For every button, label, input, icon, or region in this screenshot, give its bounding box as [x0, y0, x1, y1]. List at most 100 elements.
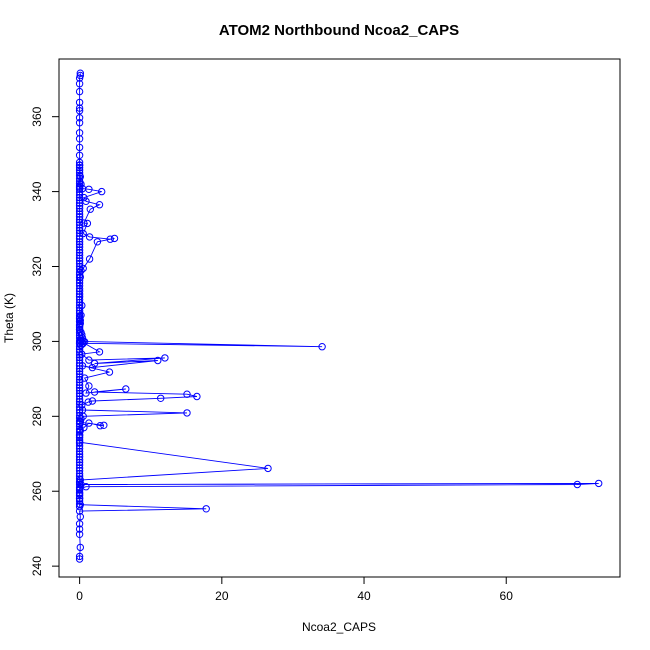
data-point [75, 378, 84, 386]
data-point [161, 354, 169, 362]
data-point [75, 304, 84, 312]
x-tick-label: 60 [500, 589, 514, 603]
data-point [106, 235, 114, 243]
data-point [79, 229, 87, 238]
data-point [76, 418, 85, 426]
data-point [76, 513, 85, 521]
data-point [77, 337, 85, 346]
data-point [90, 359, 99, 368]
data-point [86, 205, 95, 213]
data-point [75, 104, 84, 112]
data-point [183, 409, 191, 417]
data-point [75, 240, 84, 249]
data-point [75, 373, 84, 381]
data-point [75, 107, 84, 115]
data-point [95, 201, 104, 209]
data-point [75, 466, 84, 475]
data-point [88, 363, 97, 372]
data-point [76, 316, 85, 325]
data-point [85, 185, 93, 194]
data-point [75, 243, 84, 251]
data-point [202, 505, 210, 513]
data-point [90, 388, 99, 396]
x-tick-label: 0 [76, 589, 83, 603]
data-point [76, 426, 85, 435]
data-point [75, 276, 84, 285]
data-point [75, 290, 84, 298]
data-point [75, 98, 84, 107]
data-point [75, 386, 84, 395]
data-point [75, 204, 84, 213]
data-point [75, 348, 84, 356]
y-tick-label: 320 [30, 256, 44, 276]
data-point [76, 69, 85, 77]
data-point [82, 197, 90, 206]
data-point [85, 419, 93, 427]
data-point [79, 339, 87, 347]
data-point [84, 398, 92, 406]
y-tick-label: 300 [30, 331, 44, 351]
data-point [75, 251, 84, 260]
data-point [75, 406, 84, 414]
y-tick-label: 340 [30, 181, 44, 201]
data-point [75, 213, 84, 221]
data-point [75, 293, 84, 301]
data-point [93, 238, 102, 246]
data-point [75, 265, 84, 273]
data-point [75, 422, 84, 431]
data-point [75, 210, 84, 218]
data-point [75, 143, 84, 152]
data-point [75, 367, 84, 376]
y-tick-label: 360 [30, 106, 44, 126]
data-point [75, 151, 84, 160]
data-point [75, 555, 84, 563]
data-point [76, 172, 85, 181]
data-point [75, 248, 84, 257]
data-point [75, 238, 84, 246]
data-point [75, 500, 84, 508]
data-point [88, 397, 97, 405]
data-point [75, 114, 84, 122]
data-point [75, 322, 84, 330]
data-point [105, 368, 114, 376]
data-point [95, 348, 104, 356]
data-point [75, 199, 84, 207]
data-point [76, 543, 85, 552]
data-point [75, 246, 84, 254]
data-point [77, 180, 85, 188]
series-layer [75, 69, 603, 563]
data-point [75, 207, 84, 216]
data-point [100, 421, 108, 429]
data-point [96, 422, 104, 430]
data-point [595, 479, 603, 488]
data-point [75, 171, 84, 180]
data-point [75, 490, 84, 498]
data-point [183, 390, 191, 398]
x-tick-label: 40 [357, 589, 371, 603]
data-point [75, 80, 84, 88]
data-point [75, 193, 84, 202]
x-axis-label: Ncoa2_CAPS [302, 620, 376, 634]
y-axis-label: Theta (K) [2, 293, 16, 343]
data-point [75, 552, 84, 561]
data-point [80, 374, 89, 382]
data-point [75, 262, 84, 271]
x-axis: 0 20 40 60 [76, 576, 514, 603]
data-point [75, 158, 84, 167]
data-point [82, 483, 90, 491]
data-point [75, 87, 84, 96]
data-point [75, 453, 84, 461]
data-point [85, 356, 93, 364]
data-point [318, 343, 326, 351]
data-point [75, 447, 84, 456]
data-point [75, 74, 84, 82]
data-point [75, 370, 84, 378]
data-point [75, 119, 84, 127]
x-tick-label: 20 [215, 589, 229, 603]
data-point [75, 224, 84, 232]
data-point [75, 450, 84, 458]
data-point [78, 362, 87, 370]
y-tick-label: 240 [30, 556, 44, 576]
y-tick-label: 280 [30, 406, 44, 426]
